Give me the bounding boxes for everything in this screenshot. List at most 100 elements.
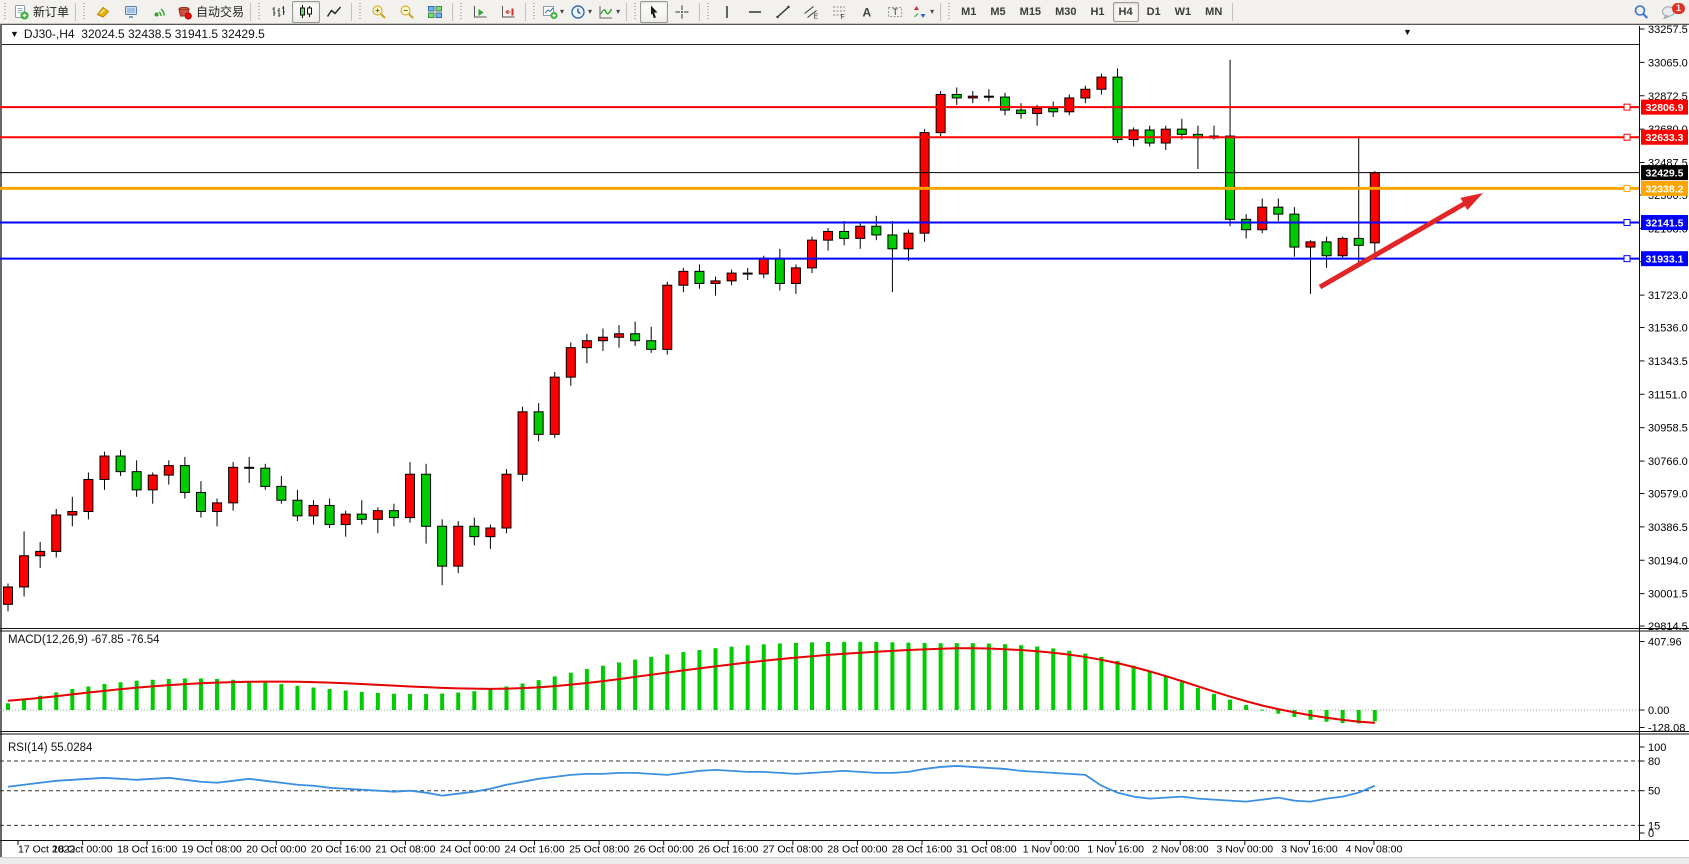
price-axis-tick: 31343.5 — [1648, 356, 1688, 368]
toolbar-group-grip — [947, 2, 953, 21]
timeframe-m5-button[interactable]: M5 — [990, 5, 1006, 18]
time-axis-label: 27 Oct 08:00 — [763, 844, 823, 856]
market-watch-button[interactable] — [89, 1, 117, 23]
linechart-icon — [326, 6, 342, 17]
timeframe-mn-button[interactable]: MN — [1205, 5, 1223, 18]
time-axis-label: 1 Nov 16:00 — [1087, 844, 1144, 856]
time-axis-label: 1 Nov 00:00 — [1023, 844, 1080, 856]
timeframe-d1-button[interactable]: D1 — [1146, 5, 1161, 18]
price-badge-31933.1 — [1641, 251, 1688, 267]
zoom-in-button[interactable] — [365, 1, 393, 23]
price-badge-label: 32429.5 — [1646, 168, 1684, 180]
candlestick-chart-button[interactable] — [292, 0, 321, 23]
cursor-icon — [651, 5, 658, 18]
notifications-button[interactable]: 1 — [1655, 1, 1685, 23]
channel-button[interactable]: E — [797, 1, 825, 23]
timeframe-m1-button[interactable]: M1 — [961, 5, 977, 18]
horizontal-line-button[interactable] — [741, 1, 769, 23]
textA-icon: A — [863, 5, 872, 19]
new-order-button[interactable]: 新订单 — [10, 1, 72, 23]
toolbar-group-grip — [3, 2, 8, 21]
price-axis-tick: 31536.0 — [1648, 323, 1688, 335]
tile-windows-button[interactable] — [421, 1, 449, 23]
monitor-icon — [125, 5, 138, 18]
line-chart-button[interactable] — [320, 1, 348, 23]
price-axis-tick: 30958.5 — [1648, 423, 1688, 435]
price-axis-tick: 30386.5 — [1648, 522, 1688, 534]
terminal-button[interactable] — [117, 1, 145, 23]
chart-canvas[interactable]: 33257.533065.032872.532680.032487.532300… — [0, 24, 1689, 857]
crosshair-icon — [675, 5, 689, 18]
price-axis-tick: 33257.5 — [1648, 24, 1688, 36]
time-axis-label: 4 Nov 08:00 — [1346, 844, 1403, 856]
book-icon — [96, 6, 110, 18]
price-badge-32806.9 — [1641, 99, 1688, 115]
price-badge-label: 32141.5 — [1646, 218, 1684, 230]
toolbar-group-grip — [82, 2, 88, 21]
zoom-out-button[interactable] — [393, 1, 421, 23]
tiles-icon — [428, 5, 443, 18]
toolbar-separator — [626, 2, 628, 21]
indicators-button[interactable]: ▾ — [595, 1, 623, 23]
time-axis-label: 26 Oct 00:00 — [634, 844, 694, 856]
textT-icon: T — [888, 6, 903, 17]
main-toolbar: 新订单 自动交易 ▾ ▾ ▾ E F A T ▾ M1 M5 M15 M30 H1 H4 D1 W1 MN 1 — [0, 0, 1689, 24]
toolbar-separator — [525, 2, 527, 21]
price-line-handle[interactable] — [1623, 184, 1631, 192]
time-axis-label: 2 Nov 08:00 — [1152, 844, 1209, 856]
new-order-button-label: 新订单 — [33, 5, 70, 19]
indicator-icon — [599, 5, 613, 18]
timeframe-h4-button[interactable]: H4 — [1112, 1, 1139, 22]
bar-chart-button[interactable] — [264, 1, 292, 23]
chevron-down-icon[interactable]: ▼ — [10, 29, 19, 39]
fibonacci-button[interactable]: F — [825, 1, 853, 23]
price-axis-tick: 29814.5 — [1648, 621, 1688, 633]
time-axis-label: 28 Oct 00:00 — [827, 844, 887, 856]
toolbar-separator — [1232, 2, 1234, 21]
price-line-handle[interactable] — [1623, 103, 1631, 111]
timeframe-w1-button[interactable]: W1 — [1174, 5, 1192, 18]
rsi-axis-tick: 0 — [1648, 828, 1654, 840]
price-axis-tick: 30579.0 — [1648, 488, 1688, 500]
bucket-icon — [178, 6, 192, 19]
auto-trading-button-label: 自动交易 — [196, 5, 245, 19]
cursor-button[interactable] — [640, 0, 669, 23]
toolbar-separator — [75, 2, 77, 21]
trend-arrow-annotation[interactable] — [1318, 193, 1483, 290]
chart-title-ohlc: 32024.5 32438.5 31941.5 32429.5 — [81, 27, 265, 41]
timeframe-m30-button[interactable]: M30 — [1055, 5, 1077, 18]
timeframe-m15-button[interactable]: M15 — [1019, 5, 1042, 18]
price-axis-tick: 33065.0 — [1648, 57, 1688, 69]
text-label-button[interactable]: T — [881, 1, 909, 23]
signal-icon — [154, 7, 165, 16]
vline-icon — [726, 5, 728, 18]
new-chart-button[interactable]: ▾ — [539, 1, 567, 23]
periods-button[interactable]: ▾ — [567, 1, 595, 23]
vertical-line-button[interactable] — [713, 1, 741, 23]
toolbar-group-grip — [358, 2, 364, 21]
auto-scroll-button[interactable] — [466, 1, 494, 23]
timeframe-h1-button[interactable]: H1 — [1090, 5, 1105, 18]
chart-dropdown-arrow-icon[interactable]: ▼ — [1403, 27, 1412, 37]
time-axis-label: 20 Oct 00:00 — [246, 844, 306, 856]
price-line-handle[interactable] — [1623, 133, 1631, 141]
price-badge-32338.2 — [1641, 180, 1688, 196]
dropdown-caret-icon: ▾ — [560, 7, 565, 16]
dropdown-caret-icon: ▾ — [588, 7, 593, 16]
signals-button[interactable] — [145, 1, 173, 23]
macd-axis-tick: -128.08 — [1648, 723, 1685, 735]
arrows-button[interactable]: ▾ — [909, 1, 937, 23]
doc-plus-icon — [15, 4, 29, 19]
toolbar-group-grip — [633, 2, 639, 21]
shapes-icon — [914, 5, 926, 18]
chart-shift-button[interactable] — [494, 1, 522, 23]
time-axis-label: 3 Nov 16:00 — [1281, 844, 1338, 856]
text-button[interactable]: A — [853, 1, 881, 23]
rsi-axis-tick: 80 — [1648, 756, 1660, 768]
trendline-button[interactable] — [769, 1, 797, 23]
price-line-handle[interactable] — [1623, 255, 1631, 263]
auto-trading-button[interactable]: 自动交易 — [173, 1, 247, 23]
price-line-handle[interactable] — [1623, 219, 1631, 227]
search-button[interactable] — [1627, 1, 1655, 23]
crosshair-button[interactable] — [668, 1, 696, 23]
